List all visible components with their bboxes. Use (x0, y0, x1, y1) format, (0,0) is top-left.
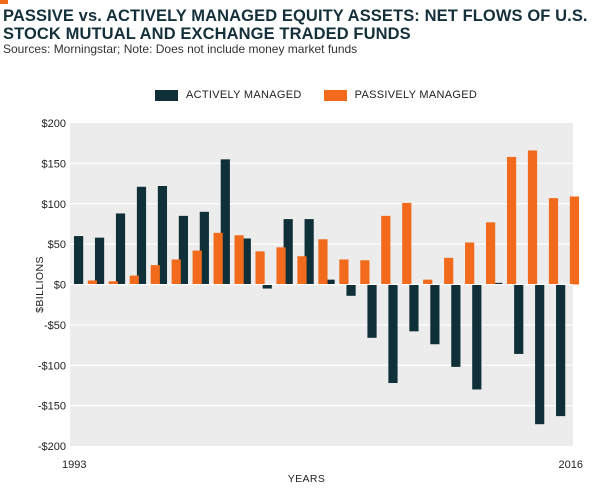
bar-passive-2004 (318, 239, 328, 285)
bar-active-2012 (472, 284, 482, 390)
bar-active-2008 (388, 284, 398, 384)
bar-passive-2001 (255, 251, 265, 285)
legend-item-passive: PASSIVELY MANAGED (323, 89, 478, 101)
bar-passive-2016 (569, 196, 580, 285)
bar-passive-1998 (192, 250, 202, 285)
bar-passive-2006 (360, 260, 370, 285)
bar-active-1993 (74, 236, 84, 285)
bar-passive-2010 (444, 257, 454, 285)
bar-passive-2012 (486, 222, 496, 285)
bar-passive-2013 (506, 156, 517, 285)
bar-active-2011 (451, 284, 461, 367)
y-tick-label: $50 (48, 239, 66, 251)
bar-passive-2005 (339, 259, 349, 285)
y-tick-label: -$100 (38, 360, 66, 372)
bar-active-2000 (220, 159, 230, 285)
bar-passive-2015 (548, 198, 559, 285)
bar-active-1998 (178, 215, 188, 285)
chart-title: PASSIVE vs. ACTIVELY MANAGED EQUITY ASSE… (3, 7, 588, 43)
bar-passive-2002 (276, 247, 286, 285)
y-tick-label: $200 (42, 118, 66, 130)
bar-active-2014 (514, 284, 524, 354)
bar-active-2001 (241, 238, 251, 285)
bar-passive-1994 (108, 281, 118, 285)
y-tick-label: -$200 (38, 441, 66, 453)
bar-passive-2000 (234, 235, 244, 285)
bar-passive-1996 (150, 265, 160, 285)
bar-passive-1993 (87, 280, 97, 285)
bar-active-2010 (430, 284, 440, 345)
bar-active-2015 (535, 284, 545, 425)
bar-active-2005 (325, 279, 335, 285)
legend-swatch-passive (323, 89, 347, 101)
legend-label-passive: PASSIVELY MANAGED (354, 89, 478, 101)
y-tick-label: $100 (42, 199, 66, 211)
x-axis-title: YEARS (288, 473, 326, 485)
chart-subtitle: Sources: Morningstar; Note: Does not inc… (3, 42, 358, 56)
bar-active-1997 (157, 185, 168, 285)
x-tick-label-start: 1993 (62, 459, 86, 471)
legend-label-active: ACTIVELY MANAGED (186, 89, 302, 101)
bar-passive-2008 (402, 202, 412, 285)
legend: ACTIVELY MANAGED PASSIVELY MANAGED (155, 89, 499, 101)
bar-passive-1999 (213, 232, 223, 285)
bar-passive-1995 (129, 275, 139, 285)
bar-active-2003 (283, 219, 293, 285)
bar-active-2013 (493, 282, 503, 285)
y-tick-label: $0 (54, 280, 66, 292)
legend-item-active: ACTIVELY MANAGED (155, 89, 302, 101)
legend-swatch-active (155, 89, 178, 101)
accent-tick (0, 0, 8, 4)
y-tick-label: -$50 (44, 320, 66, 332)
bar-active-1999 (199, 211, 209, 285)
bar-active-2007 (367, 284, 377, 338)
bar-passive-2003 (297, 256, 307, 285)
y-tick-label: -$150 (38, 401, 66, 413)
bar-active-2009 (409, 284, 419, 332)
bar-active-2016 (556, 284, 566, 417)
bar-passive-2009 (423, 279, 433, 285)
bar-active-1995 (115, 213, 126, 285)
bar-active-2006 (346, 284, 356, 296)
bar-active-1994 (94, 237, 105, 285)
bar-active-2004 (304, 219, 314, 285)
bar-passive-2014 (527, 150, 538, 285)
x-tick-label-end: 2016 (559, 459, 583, 471)
y-axis-title: $BILLIONS (34, 256, 46, 313)
bar-active-1996 (136, 186, 147, 285)
bar-passive-2011 (465, 242, 475, 285)
y-tick-label: $150 (42, 158, 66, 170)
bar-active-2002 (262, 284, 272, 289)
bar-passive-1997 (171, 259, 181, 285)
bar-passive-2007 (381, 215, 391, 285)
